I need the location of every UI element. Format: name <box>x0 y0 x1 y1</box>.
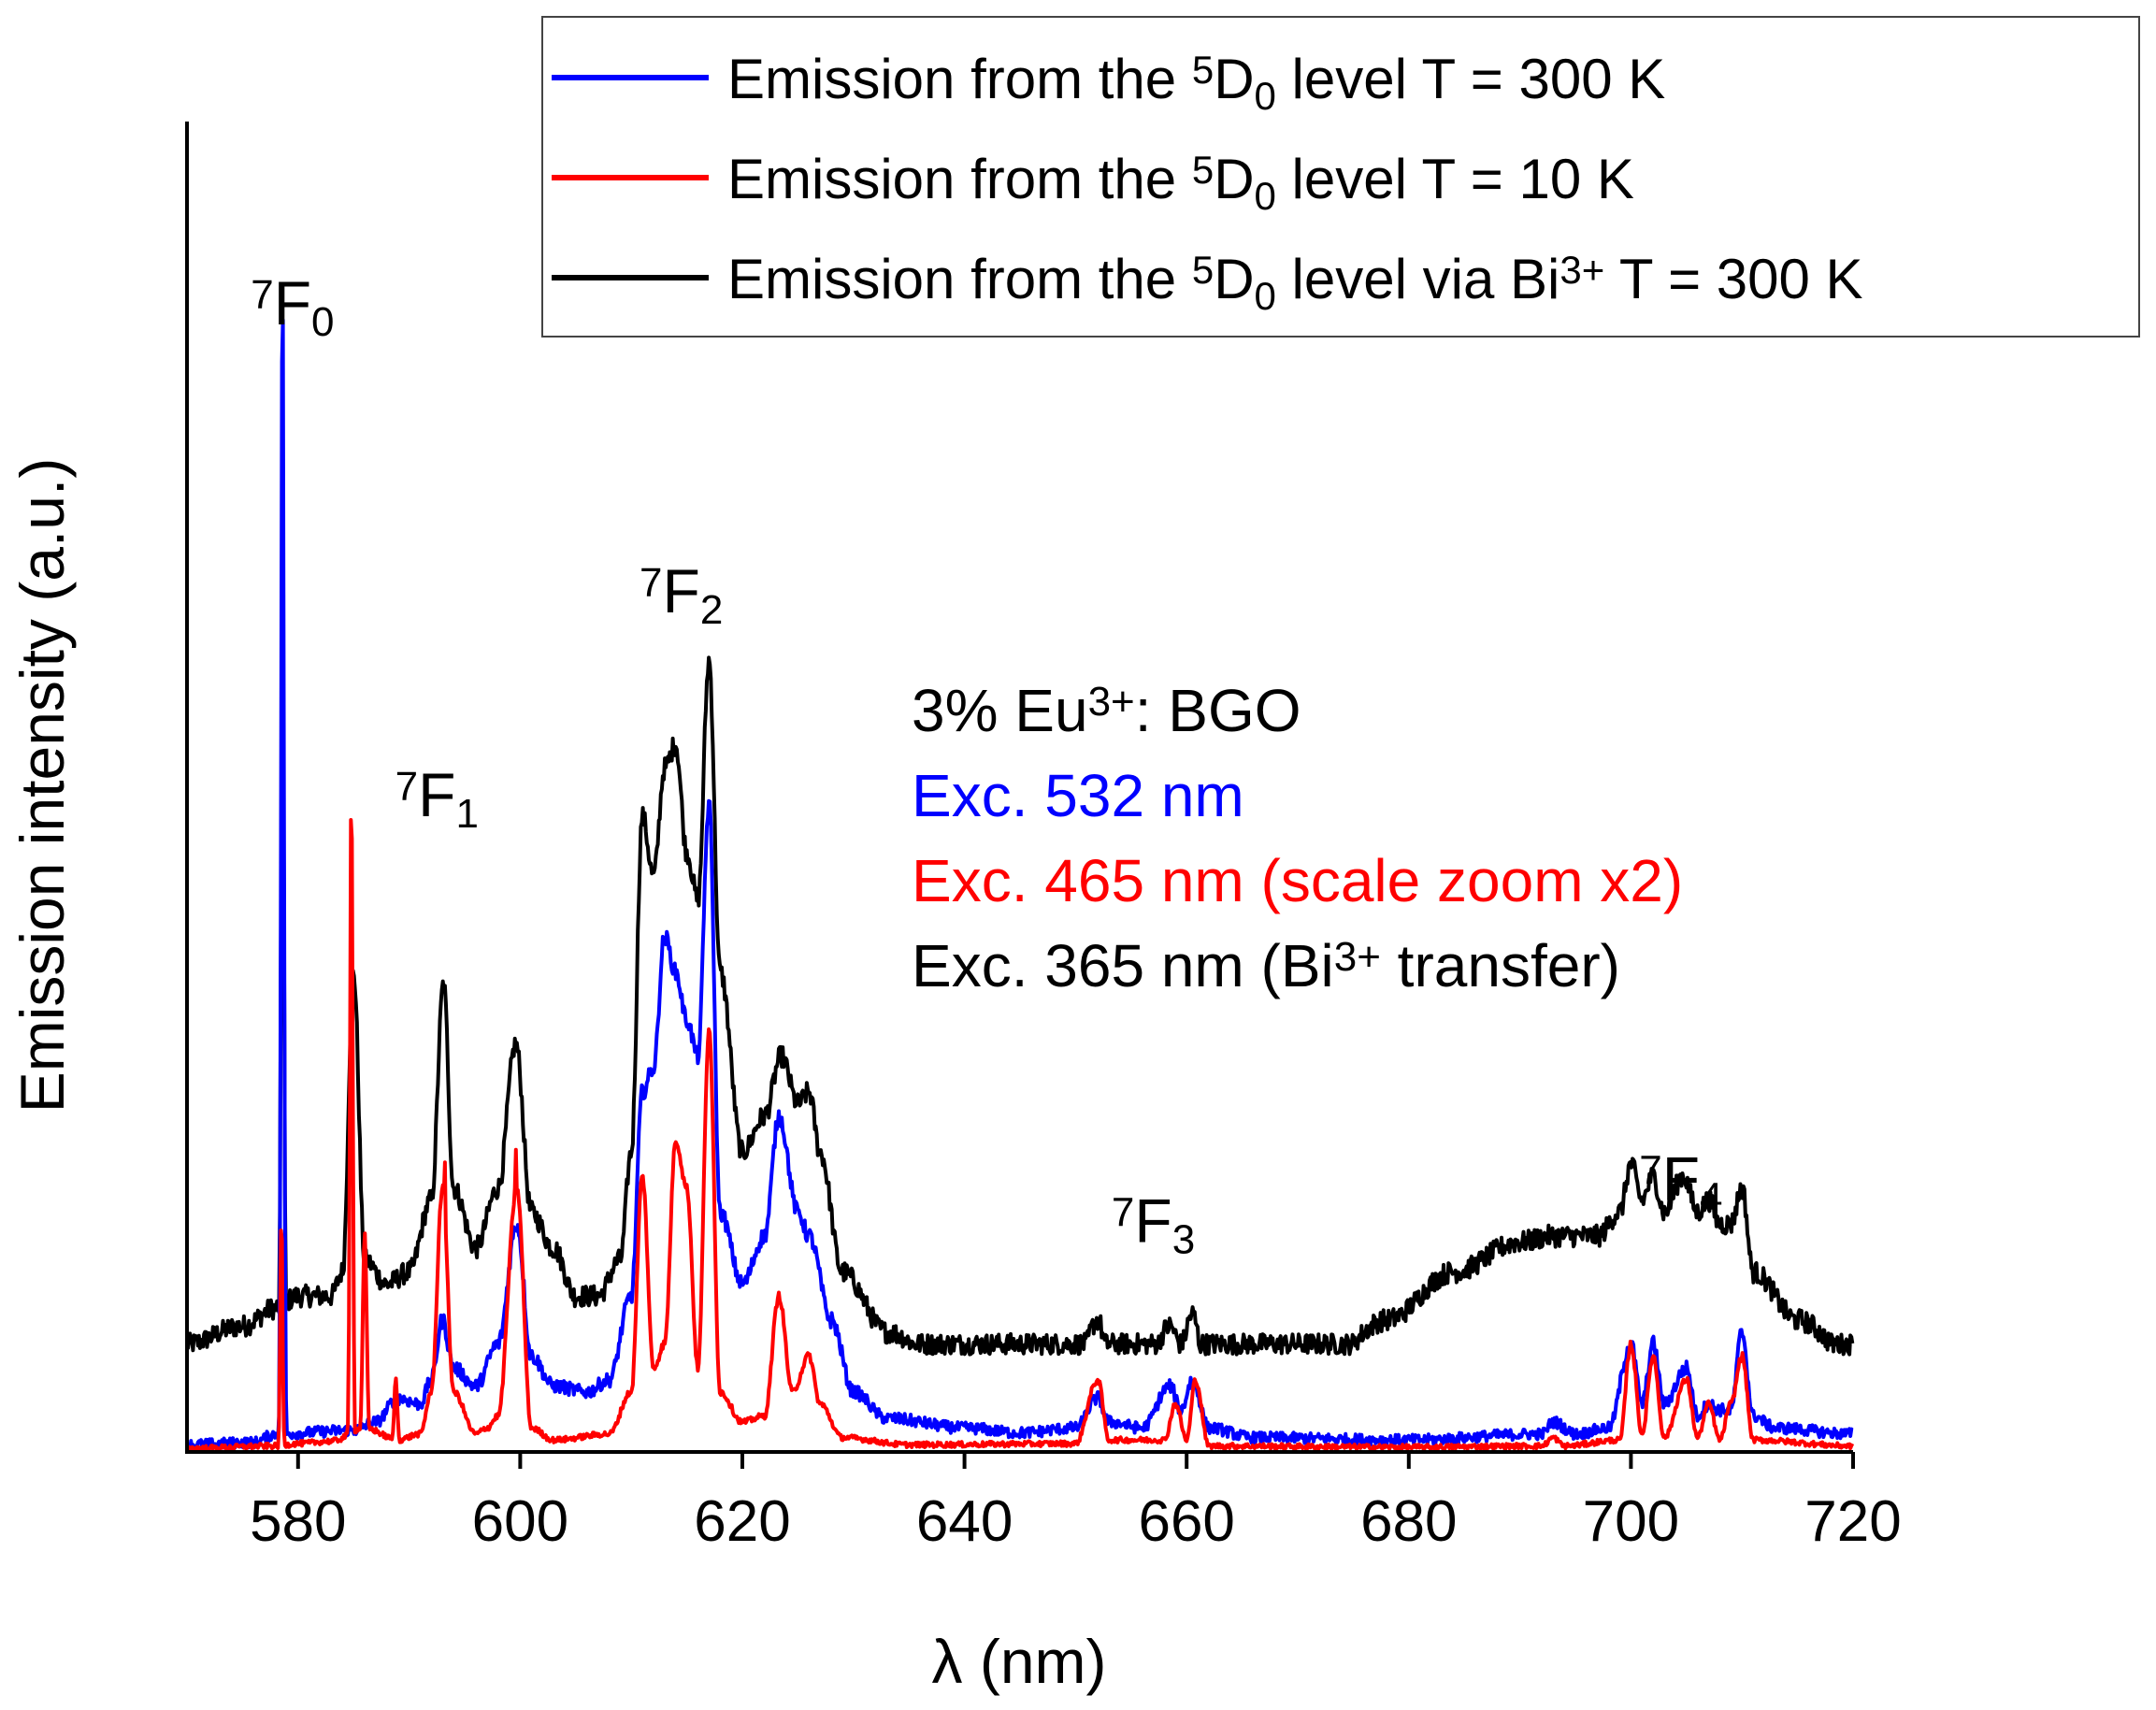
legend-entry-300k: Emission from the 5D0 level T = 300 K <box>727 48 1665 118</box>
x-tick-label: 620 <box>694 1489 790 1554</box>
x-tick-label: 660 <box>1138 1489 1234 1554</box>
x-axis-label: λ (nm) <box>932 1627 1107 1696</box>
series-line-0 <box>185 318 1854 1452</box>
peak-label-7f4: 7F4 <box>1639 1144 1722 1221</box>
peak-label-7f3: 7F3 <box>1112 1186 1195 1262</box>
sample-label: 3% Eu3+: BGO <box>912 677 1301 744</box>
peak-label-7f1: 7F1 <box>395 760 479 837</box>
x-tick-label: 640 <box>916 1489 1013 1554</box>
peak-label-7f2: 7F2 <box>640 556 723 633</box>
legend-box <box>541 16 2140 338</box>
legend: Emission from the 5D0 level T = 300 K Em… <box>541 16 2140 338</box>
series-line-1 <box>186 818 1855 1453</box>
x-tick-label: 600 <box>472 1489 568 1554</box>
legend-entry-10k: Emission from the 5D0 level T = 10 K <box>727 148 1634 218</box>
x-tick-label: 580 <box>250 1489 346 1554</box>
x-tick-label: 700 <box>1583 1489 1679 1554</box>
excitation-532-label: Exc. 532 nm <box>912 762 1244 829</box>
excitation-465-label: Exc. 465 nm (scale zoom x2) <box>912 847 1683 914</box>
peak-label-7f0: 7F0 <box>251 268 334 345</box>
legend-entry-bi: Emission from the 5D0 level via Bi3+ T =… <box>727 248 1863 318</box>
series-line-2 <box>185 599 1855 1357</box>
sample-info: 3% Eu3+: BGO Exc. 532 nm Exc. 465 nm (sc… <box>912 677 1683 999</box>
x-tick-label: 720 <box>1804 1489 1901 1554</box>
y-axis-label: Emission intensity (a.u.) <box>7 458 77 1114</box>
peak-labels: 7F0 7F1 7F2 7F3 7F4 <box>251 268 1722 1263</box>
x-ticks: 580 600 620 640 660 680 700 720 <box>250 1452 1902 1554</box>
excitation-365-label: Exc. 365 nm (Bi3+ transfer) <box>912 932 1620 999</box>
axes: 580 600 620 640 660 680 700 720 <box>185 122 1902 1554</box>
plot-lines <box>185 318 1855 1453</box>
x-tick-label: 680 <box>1360 1489 1457 1554</box>
